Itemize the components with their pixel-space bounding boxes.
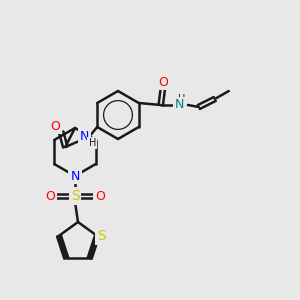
Text: N: N [175, 98, 184, 112]
Text: N: N [70, 169, 80, 182]
Text: O: O [50, 119, 60, 133]
Text: O: O [95, 190, 105, 202]
Text: S: S [97, 229, 105, 243]
Text: H: H [88, 138, 96, 148]
Text: O: O [45, 190, 55, 202]
Text: O: O [158, 76, 168, 88]
Text: H: H [178, 94, 185, 104]
Text: N: N [80, 130, 89, 142]
Text: S: S [70, 189, 80, 203]
